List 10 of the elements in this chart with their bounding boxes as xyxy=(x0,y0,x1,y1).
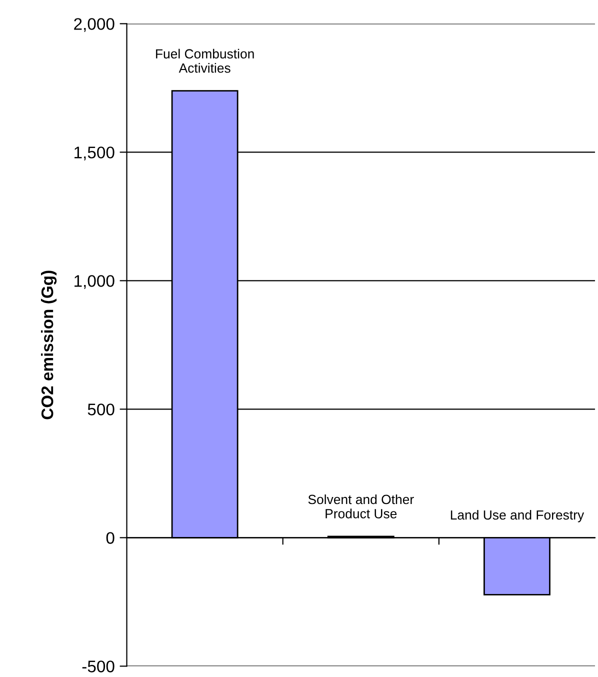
y-axis-title: CO2 emission (Gg) xyxy=(40,270,57,420)
x-tick-label: Fuel Combustion Activities xyxy=(156,48,254,73)
x-tick-label: Solvent and Other Product Use xyxy=(308,494,414,518)
y-tick-label: -500 xyxy=(82,660,114,672)
y-tick-label: 2,000 xyxy=(74,18,114,32)
x-tick-label: Land Use and Forestry xyxy=(450,510,584,522)
y-tick-label: 1,000 xyxy=(74,275,114,289)
y-tick-label: 500 xyxy=(88,404,114,416)
y-tick-label: 1,500 xyxy=(74,146,114,160)
y-tick-label: 0 xyxy=(106,532,114,544)
